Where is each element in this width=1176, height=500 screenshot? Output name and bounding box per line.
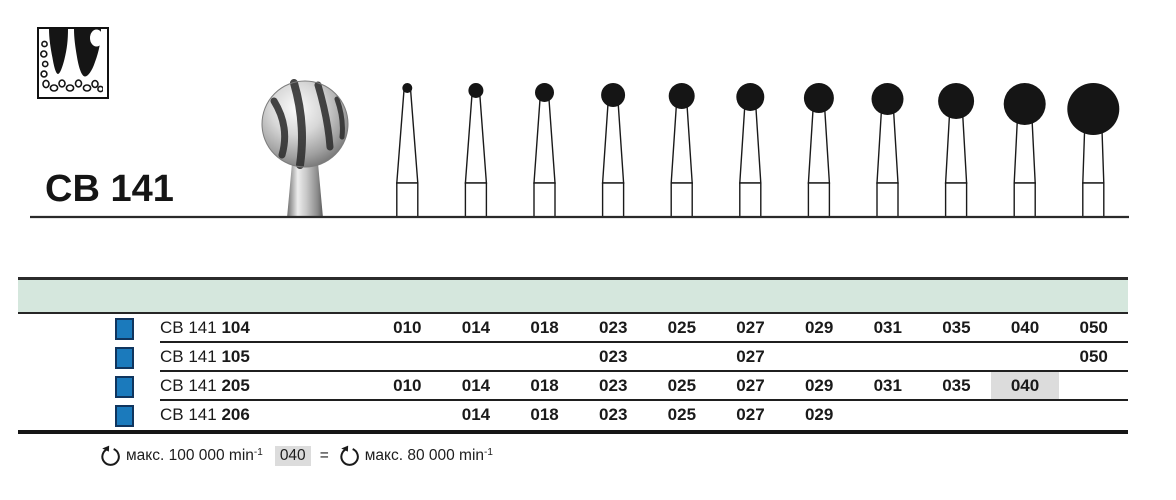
table-row: CB 141 105 023 027 050 [18, 343, 1128, 372]
code-variant: 206 [221, 405, 250, 424]
exponent: -1 [253, 447, 263, 458]
color-code-square-icon [115, 405, 134, 427]
size-cell: 023 [599, 318, 628, 337]
size-cell: 035 [942, 318, 971, 337]
size-cell [648, 343, 717, 370]
size-cell: 027 [736, 318, 765, 337]
code-prefix: CB 141 [160, 347, 222, 366]
product-table: CB 141 104 010 014 018 023 025 027 029 0… [18, 314, 1128, 434]
size-cell [442, 343, 511, 370]
size-cell [1059, 401, 1128, 428]
size-cells: 010 014 018 023 025 027 029 031 035 040 [373, 372, 1128, 399]
table-row: CB 141 205 010 014 018 023 025 027 029 0… [18, 372, 1128, 401]
size-cell: 031 [873, 318, 902, 337]
size-cell: 018 [530, 318, 559, 337]
code-variant: 205 [221, 376, 250, 395]
product-code-title: CB 141 [45, 168, 174, 210]
product-code: CB 141 104 [160, 314, 250, 341]
table-row: CB 141 206 014 018 023 025 027 029 [18, 401, 1128, 430]
size-cell [785, 343, 854, 370]
size-cell: 014 [461, 376, 491, 395]
bur-size-diagram [30, 83, 1129, 219]
code-prefix: CB 141 [160, 318, 222, 337]
size-cell: 029 [804, 318, 834, 337]
speed-footnote: макс. 100 000 min-1 040 = макс. 80 000 m… [99, 443, 493, 469]
size-cell: 040 [1010, 318, 1040, 337]
size-cell: 010 [393, 318, 422, 337]
table-row: CB 141 104 010 014 018 023 025 027 029 0… [18, 314, 1128, 343]
size-cells: 023 027 050 [373, 343, 1128, 370]
size-cell: 014 [461, 318, 491, 337]
size-cell: 027 [736, 347, 765, 366]
size-cell: 023 [599, 376, 628, 395]
size-cell: 025 [667, 405, 697, 424]
size-cell [922, 401, 991, 428]
size-cell: 025 [667, 318, 697, 337]
tooth-roots-pictogram [37, 27, 109, 99]
size-cell [1059, 372, 1128, 399]
size-cell: 029 [804, 405, 834, 424]
size-cell: 050 [1079, 347, 1108, 366]
size-cell: 023 [599, 405, 628, 424]
size-cell: 010 [393, 376, 422, 395]
max-speed-right: макс. 80 000 min-1 [364, 447, 493, 464]
size-cells: 010 014 018 023 025 027 029 031 035 040 … [373, 314, 1128, 341]
round-carbide-bur-photo [261, 79, 349, 218]
table-header-band [18, 277, 1128, 314]
size-cell: 014 [461, 405, 491, 424]
size-cell [991, 401, 1060, 428]
rotation-speed-icon [101, 445, 120, 466]
size-cell: 035 [942, 376, 971, 395]
size-cell [922, 343, 991, 370]
size-cell: 023 [599, 347, 628, 366]
color-code-square-icon [115, 318, 134, 340]
code-prefix: CB 141 [160, 376, 222, 395]
size-cell: 027 [736, 376, 765, 395]
product-code: CB 141 105 [160, 343, 250, 370]
size-cell [373, 343, 442, 370]
product-code: CB 141 205 [160, 372, 250, 399]
size-cell-highlighted: 040 [990, 372, 1060, 399]
size-cell [853, 401, 922, 428]
highlighted-size-badge: 040 [274, 446, 311, 466]
size-cell: 031 [873, 376, 902, 395]
exponent: -1 [484, 447, 493, 458]
size-cell [991, 343, 1060, 370]
color-code-square-icon [115, 376, 134, 398]
tooth-roots-icon [39, 29, 104, 93]
size-cell: 050 [1079, 318, 1108, 337]
color-code-square-icon [115, 347, 134, 369]
max-speed-left: макс. 100 000 min-1 [126, 447, 263, 464]
size-cell: 018 [530, 405, 559, 424]
size-cell [510, 343, 579, 370]
equals-sign: = [319, 447, 329, 464]
product-code: CB 141 206 [160, 401, 250, 428]
code-variant: 105 [221, 347, 250, 366]
size-cell: 018 [530, 376, 559, 395]
size-cell: 025 [667, 376, 697, 395]
rotation-speed-icon [340, 445, 359, 466]
size-cell: 029 [804, 376, 834, 395]
code-variant: 104 [221, 318, 250, 337]
size-cell: 027 [736, 405, 765, 424]
size-cells: 014 018 023 025 027 029 [373, 401, 1128, 428]
size-cell [373, 401, 442, 428]
code-prefix: CB 141 [160, 405, 222, 424]
size-cell [853, 343, 922, 370]
